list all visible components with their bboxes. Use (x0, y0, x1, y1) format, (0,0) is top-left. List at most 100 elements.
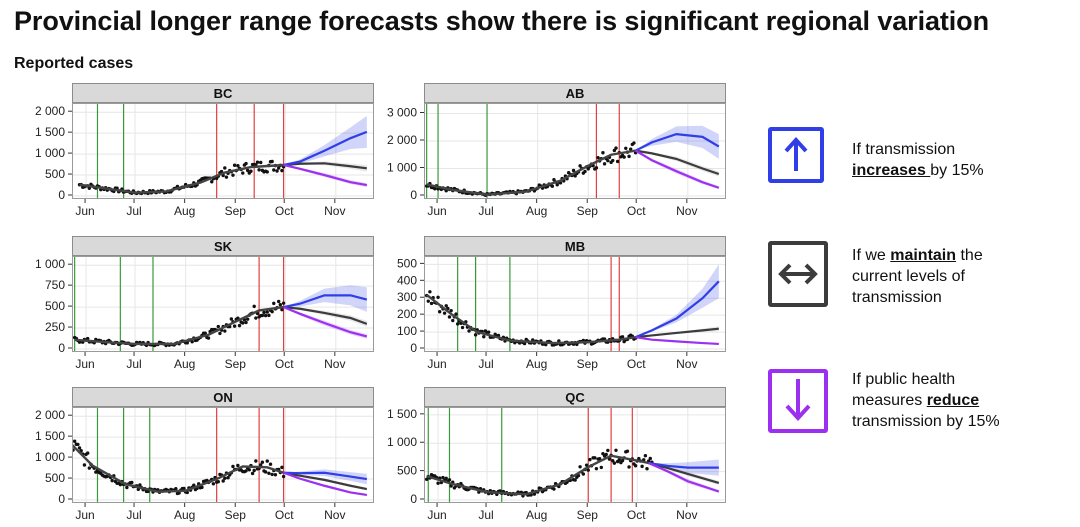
case-point (460, 325, 465, 330)
x-tick-label: Jun (75, 508, 94, 522)
x-tick-label: Jul (126, 204, 141, 218)
chart-bc (73, 104, 373, 198)
page-subtitle: Reported cases (14, 55, 134, 72)
x-tick-label: Sep (225, 357, 247, 371)
reduce-forecast-line (635, 149, 720, 189)
case-point (125, 485, 129, 490)
case-point (259, 463, 263, 467)
case-point (428, 290, 432, 294)
x-tick-label: Oct (627, 357, 646, 371)
case-point (637, 456, 641, 461)
case-point (581, 472, 586, 476)
case-point (429, 301, 434, 306)
x-tick-label: Nov (324, 204, 345, 218)
case-point (252, 468, 256, 473)
reduce-forecast-line (648, 462, 720, 493)
y-tick-label: 500 (45, 167, 65, 181)
case-point (203, 331, 207, 335)
plot-area-bc (72, 103, 374, 199)
case-point (218, 331, 222, 336)
case-point (451, 318, 455, 323)
case-point (259, 160, 263, 165)
case-point (210, 180, 214, 184)
y-tick-label: 750 (45, 278, 65, 292)
case-point (174, 487, 178, 491)
panel-strip-on: ON (72, 387, 374, 407)
case-point (211, 482, 216, 486)
y-tick-label: 1 000 (387, 161, 417, 175)
x-tick-label: Jul (126, 508, 141, 522)
case-point (216, 479, 220, 484)
y-tick-label: 500 (397, 256, 417, 270)
y-tick-label: 1 500 (35, 429, 65, 443)
case-point (231, 173, 235, 177)
case-point (226, 476, 230, 480)
case-point (601, 451, 605, 456)
case-point (272, 168, 276, 172)
case-point (606, 158, 610, 163)
case-point (578, 465, 582, 469)
case-point (267, 471, 271, 475)
x-tick-label: Jun (75, 357, 94, 371)
case-point (632, 141, 636, 145)
case-point (221, 479, 225, 483)
x-tick-label: Jul (478, 357, 493, 371)
chart-ab (425, 104, 725, 198)
increase-forecast-line (648, 462, 719, 469)
case-point (588, 457, 592, 462)
case-point (245, 168, 250, 173)
increase-band (283, 115, 367, 165)
maintain-forecast-line (283, 162, 367, 170)
case-point (267, 313, 271, 318)
case-point (265, 459, 269, 463)
case-point (573, 478, 577, 482)
legend-reduce-text: If public health measures reduce transmi… (852, 371, 1000, 430)
case-point (223, 166, 227, 170)
y-tick-label: 2 000 (387, 133, 417, 147)
case-point (449, 308, 453, 313)
case-point (447, 315, 452, 319)
case-point (130, 480, 134, 485)
case-point (190, 340, 194, 344)
x-tick-label: Oct (275, 508, 294, 522)
case-point (601, 151, 605, 155)
case-point (237, 323, 242, 328)
increase-forecast-line (635, 133, 720, 152)
x-tick-label: Jun (427, 204, 446, 218)
case-point (612, 461, 617, 465)
y-tick-label: 500 (45, 471, 65, 485)
y-tick-label: 1 000 (35, 146, 65, 160)
y-tick-label: 0 (58, 341, 65, 355)
x-tick-label: Oct (275, 357, 294, 371)
case-point (200, 485, 204, 490)
x-tick-label: Aug (526, 357, 547, 371)
case-point (281, 474, 286, 479)
x-tick-label: Aug (174, 357, 195, 371)
case-point (648, 456, 652, 461)
case-point (522, 341, 527, 346)
case-point (278, 303, 283, 307)
case-point (442, 311, 447, 315)
case-point (584, 463, 589, 467)
case-point (245, 317, 250, 321)
case-point (555, 183, 559, 187)
x-tick-label: Jun (75, 204, 94, 218)
case-point (586, 167, 590, 171)
increase-band (635, 125, 719, 159)
case-point (241, 171, 245, 175)
axes-bc: 0 500 1 000 1 500 2 000 Jun Jul Aug Sep Oct Nov (35, 104, 346, 218)
case-point (620, 335, 625, 339)
x-tick-label: Nov (676, 508, 697, 522)
x-tick-label: Aug (174, 204, 195, 218)
case-point (110, 478, 114, 483)
case-point (273, 473, 278, 477)
case-point (118, 482, 123, 487)
case-point (614, 448, 618, 452)
case-point (244, 320, 248, 325)
axes-qc: 0 500 1 000 1 500 Jun Jul Aug Sep Oct Nov (387, 407, 698, 522)
axes-sk: 0 250 500 750 1 000 Jun Jul Aug Sep Oct Nov (35, 257, 346, 371)
case-point (455, 322, 460, 326)
case-point (433, 187, 437, 191)
x-tick-label: Nov (324, 508, 345, 522)
case-point (628, 147, 633, 151)
